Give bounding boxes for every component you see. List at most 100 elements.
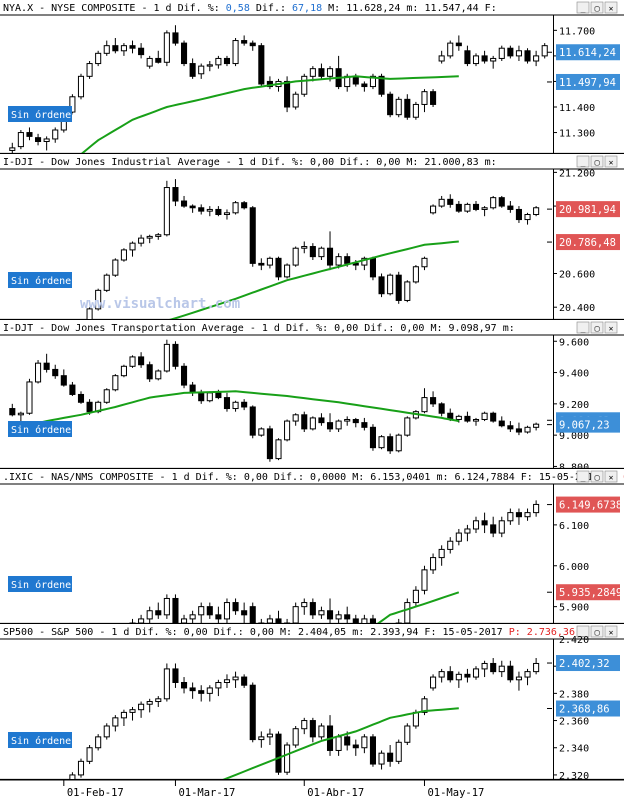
ixic-candle-body xyxy=(146,610,153,620)
djt-candle-body xyxy=(275,439,282,460)
djt-candle-body xyxy=(266,428,273,460)
sp500-minimize-button[interactable] xyxy=(576,625,590,638)
ixic-candle-body xyxy=(344,614,351,620)
ixic-header-segment-0: .IXIC - NAS/NMS COMPOSITE - 1 d Dif. %: … xyxy=(3,472,605,483)
nya-y-tick-label: 11.300 xyxy=(559,129,595,140)
djt-candle-body xyxy=(464,415,471,422)
dji-value-badge-label: 20.786,48 xyxy=(559,237,616,249)
nya-candle-body xyxy=(249,42,256,47)
ixic-candle-body xyxy=(223,602,231,620)
sp500-candle-body xyxy=(95,736,102,749)
nya-header-segment-4: M: 11.628,24 m: 11.547,44 F: xyxy=(322,3,497,14)
djt-minimize-button[interactable] xyxy=(576,321,590,334)
dji-candle-body xyxy=(335,256,342,266)
ixic-y-tick-label: 6.000 xyxy=(559,562,589,573)
djt-candle-body xyxy=(232,401,239,410)
nya-value-badge-label: 11.497,94 xyxy=(559,77,616,89)
nya-candle-body xyxy=(472,55,480,65)
sp500-value-badge xyxy=(556,655,620,672)
dji-minimize-button[interactable] xyxy=(576,155,590,168)
ixic-candle-body xyxy=(481,520,488,526)
sp500-candle-body xyxy=(232,676,239,681)
djt-candle-body xyxy=(352,418,359,424)
ixic-candle-body xyxy=(326,610,334,620)
dji-candle-body xyxy=(352,262,359,266)
dji-candle-body xyxy=(155,234,162,237)
sp500-y-tick-label: 2.420 xyxy=(559,635,589,646)
dji-candle-body xyxy=(189,205,196,209)
djt-close-icon: ✕ xyxy=(609,324,614,333)
dji-candle-body xyxy=(241,202,248,209)
ixic-restore-button[interactable] xyxy=(590,470,604,483)
sp500-restore-button[interactable] xyxy=(590,625,604,638)
nya-candle-body xyxy=(146,57,153,67)
nya-candle-body xyxy=(9,147,16,151)
dji-candle-body xyxy=(515,208,522,221)
sp500-candle-body xyxy=(309,720,316,738)
dji-candle-body xyxy=(266,257,273,266)
sp500-candle-body xyxy=(275,733,282,773)
djt-candle-body xyxy=(481,412,488,420)
dji-candle-body xyxy=(498,197,505,207)
djt-candle-body xyxy=(361,422,368,428)
djt-candle-body xyxy=(129,356,136,367)
nya-candle-body xyxy=(112,45,119,52)
sp500-candle-body xyxy=(103,725,110,738)
ixic-candle-body xyxy=(490,524,497,534)
nya-close-button[interactable] xyxy=(604,1,618,14)
nya-candle-body xyxy=(490,57,497,62)
nya-candle-body xyxy=(481,55,488,62)
nya-moving-average-line xyxy=(81,75,459,153)
nya-header: NYA.X - NYSE COMPOSITE - 1 d Dif. %: 0,5… xyxy=(3,3,497,14)
djt-candle-body xyxy=(301,414,308,430)
nya-sin-ordenes-box xyxy=(8,106,72,122)
sp500-candle-body xyxy=(472,668,480,678)
sp500-candle-body xyxy=(498,665,505,673)
nya-minimize-button[interactable] xyxy=(576,1,590,14)
nya-candle-body xyxy=(318,68,325,77)
dji-header-segment-0: I-DJI - Dow Jones Industrial Average - 1… xyxy=(3,157,497,168)
djt-candle-body xyxy=(35,362,42,383)
sp500-candle-body xyxy=(284,744,291,773)
nya-candle-body xyxy=(241,40,248,44)
dji-restore-button[interactable] xyxy=(590,155,604,168)
djt-close-button[interactable] xyxy=(604,321,618,334)
djt-candle-body xyxy=(172,343,179,367)
nya-candle-body xyxy=(232,40,239,65)
sp500-close-button[interactable] xyxy=(604,625,618,638)
nya-candle-body xyxy=(77,75,85,98)
dji-candle-body xyxy=(387,274,394,295)
sp500-candle-body xyxy=(266,733,273,738)
ixic-candle-body xyxy=(335,614,342,620)
nya-restore-button[interactable] xyxy=(590,1,604,14)
ixic-value-badge xyxy=(556,584,620,601)
sp500-candle-body xyxy=(120,711,127,719)
ixic-value-badge xyxy=(556,496,620,513)
djt-y-tick-label: 9.000 xyxy=(559,431,589,442)
djt-candle-body xyxy=(318,417,325,424)
nya-candle-body xyxy=(103,45,110,54)
ixic-candle-body xyxy=(292,606,299,623)
nya-candle-body xyxy=(206,64,213,67)
djt-candle-body xyxy=(490,412,497,422)
djt-candle-body xyxy=(404,417,411,436)
djt-header: I-DJT - Dow Jones Transportation Average… xyxy=(3,323,515,334)
nya-candle-body xyxy=(292,93,299,108)
nya-sin-ordenes-label: Sin órdenes xyxy=(11,109,77,121)
sp500-candle-body xyxy=(507,665,514,681)
dji-candle-body xyxy=(292,247,299,266)
djt-restore-button[interactable] xyxy=(590,321,604,334)
sp500-header: SP500 - S&P 500 - 1 d Dif. %: 0,00 Dif.:… xyxy=(3,627,575,638)
nya-candle-body xyxy=(215,57,222,66)
nya-close-icon: ✕ xyxy=(609,4,614,13)
dji-candle-body xyxy=(309,246,316,258)
ixic-candle-body xyxy=(447,540,454,550)
ixic-minimize-button[interactable] xyxy=(576,470,590,483)
djt-value-badge-label: 9.067,23 xyxy=(559,420,610,432)
ixic-close-button[interactable] xyxy=(604,470,618,483)
dji-candle-body xyxy=(172,187,179,202)
djt-candle-body xyxy=(498,420,505,427)
dji-close-button[interactable] xyxy=(604,155,618,168)
